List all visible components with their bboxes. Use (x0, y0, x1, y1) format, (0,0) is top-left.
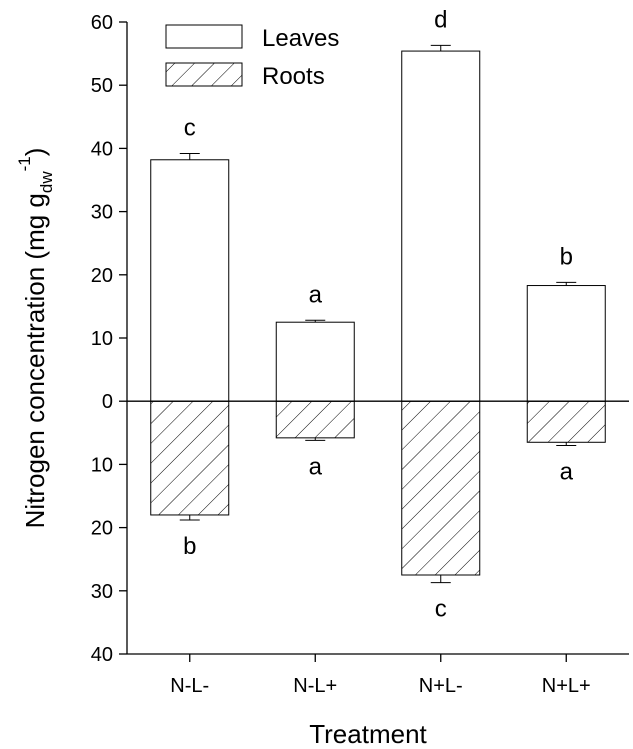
x-tick-label: N-L+ (293, 675, 337, 697)
y-tick-label: 20 (91, 265, 113, 287)
x-axis-title: Treatment (309, 719, 427, 749)
significance-letter: c (184, 114, 196, 141)
bar-leaves (150, 159, 230, 402)
bar-roots (150, 400, 230, 516)
legend-label-leaves: Leaves (262, 25, 339, 52)
y-tick-label: 10 (91, 454, 113, 476)
y-tick-label: 60 (91, 12, 113, 34)
legend-swatch-roots (165, 62, 243, 87)
y-tick-label: 0 (102, 391, 113, 413)
y-axis-title: Nitrogen concentration (mg gdw-1) (15, 148, 56, 529)
y-axis-title-close: ) (20, 148, 50, 157)
significance-letter: c (435, 596, 447, 623)
significance-letter: d (434, 6, 447, 33)
significance-letter: a (309, 281, 323, 308)
legend-label-roots: Roots (262, 63, 325, 90)
y-tick-label: 40 (91, 644, 113, 666)
bar-roots (401, 400, 481, 576)
plot-area: 40 30 20 10 0 10 20 30 40 50 60 N-L- N-L+ N+L- N+L+ c a d… (91, 6, 629, 697)
significance-letter: a (560, 458, 574, 485)
y-tick-label: 20 (91, 518, 113, 540)
y-tick-label: 30 (91, 202, 113, 224)
significance-letter: a (309, 453, 323, 480)
bar-leaves (401, 50, 481, 402)
legend: Leaves Roots (165, 24, 339, 90)
bar-leaves (275, 321, 355, 402)
bar-roots (275, 400, 355, 439)
significance-letter: b (183, 533, 196, 560)
y-tick-label: 40 (91, 138, 113, 160)
bar-leaves (526, 285, 606, 402)
y-tick-label: 30 (91, 581, 113, 603)
x-tick-label: N+L+ (542, 675, 591, 697)
legend-swatch-leaves (165, 24, 243, 49)
x-tick-label: N+L- (419, 675, 463, 697)
y-tick-label: 50 (91, 75, 113, 97)
x-tick-label: N-L- (170, 675, 209, 697)
y-tick-label: 10 (91, 328, 113, 350)
y-axis-title-superscript: -1 (15, 156, 34, 171)
bar-roots (526, 400, 606, 443)
y-axis-title-main: Nitrogen concentration (mg g (20, 193, 50, 528)
significance-letter: b (560, 243, 573, 270)
y-axis-title-subscript: dw (37, 171, 56, 193)
